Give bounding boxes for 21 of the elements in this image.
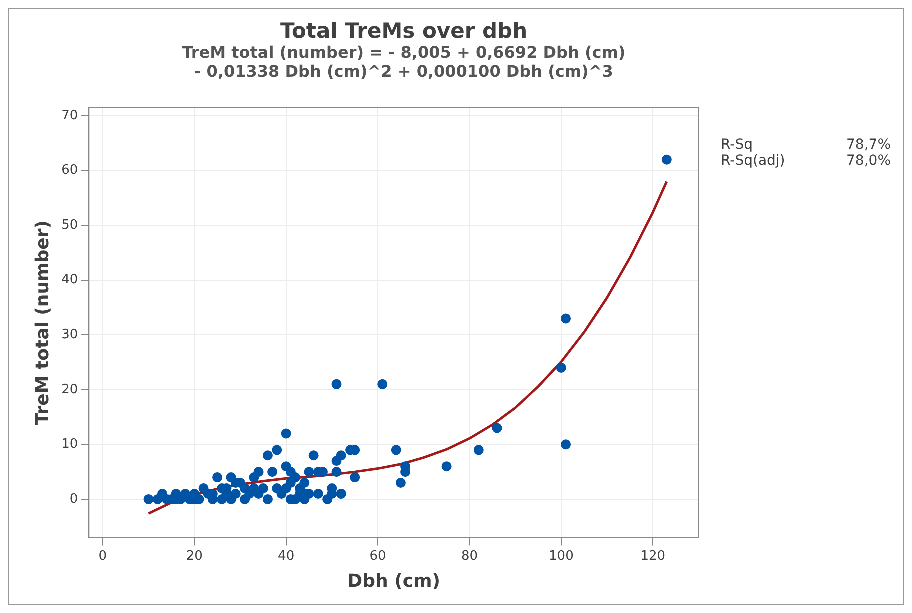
x-tick-label: 0 [98, 548, 108, 564]
x-tick-label: 120 [640, 548, 666, 564]
x-axis-title: Dbh (cm) [348, 570, 440, 592]
x-tick-label: 60 [370, 548, 386, 564]
y-tick-label: 70 [62, 108, 78, 124]
text: R-Sq 78,7% [721, 137, 891, 153]
chart-title: Total TreMs over dbh [279, 19, 529, 43]
chart-subtitle: TreM total (number) = - 8,005 + 0,6692 Dbh (cm) - 0,01338 Dbh (cm)^2 + 0,000100 Dbh (cm)^3 [181, 43, 627, 81]
y-tick-label: 10 [62, 437, 78, 452]
text: R-Sq(adj) 78,0% [721, 153, 891, 169]
y-tick-label: 20 [62, 382, 78, 398]
y-tick-label: 50 [62, 218, 78, 233]
x-tick-label: 100 [549, 548, 574, 564]
x-tick-label: 80 [461, 548, 478, 564]
y-tick-label: 40 [62, 272, 78, 288]
y-tick-label: 0 [70, 492, 78, 507]
y-axis-title: TreM total (number) [32, 220, 54, 426]
y-tick-label: 30 [62, 328, 78, 342]
x-tick-label: 40 [278, 548, 295, 564]
x-tick-label: 20 [186, 548, 203, 564]
y-tick-label: 60 [62, 163, 78, 178]
